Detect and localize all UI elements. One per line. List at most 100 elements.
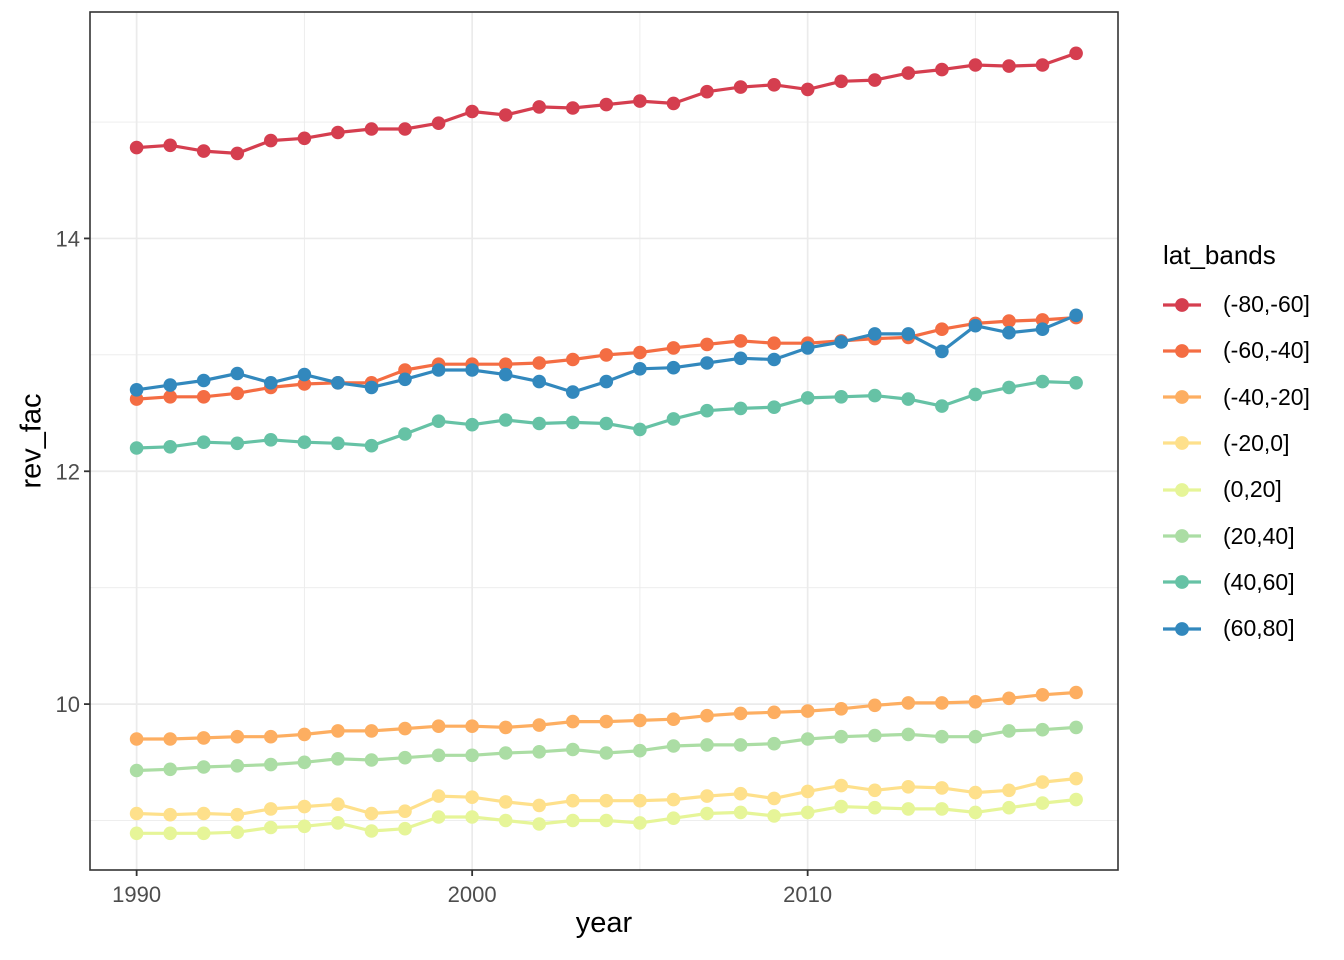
series-point [297, 367, 312, 382]
series-point [834, 74, 848, 89]
series-point [834, 335, 848, 349]
series-point [633, 793, 647, 808]
series-point [733, 805, 748, 820]
series-point [1035, 322, 1050, 337]
series-point [700, 84, 714, 99]
series-point [666, 739, 681, 753]
legend-key-dot [1175, 343, 1189, 358]
series-point [599, 793, 614, 808]
series-point [733, 334, 748, 348]
series-point [633, 362, 647, 376]
x-axis-title: year [575, 907, 633, 939]
series-point [431, 789, 446, 803]
series-3 [129, 771, 1083, 822]
series-point [532, 100, 546, 114]
series-point [935, 62, 949, 77]
series-point [297, 799, 312, 814]
series-point [196, 760, 211, 774]
legend-entry: (20,40] [1163, 521, 1295, 551]
series-point [364, 380, 379, 395]
series-point [297, 727, 312, 742]
series-point [1069, 46, 1083, 61]
series-point [700, 403, 714, 418]
series-point [935, 344, 949, 359]
series-point [1002, 59, 1016, 73]
series-point [834, 390, 848, 404]
series-point [599, 416, 614, 431]
series-point [465, 104, 479, 119]
series-point [599, 348, 614, 362]
series-point [901, 727, 916, 742]
series-point [599, 813, 614, 828]
y-axis-title: rev_fac [15, 393, 48, 489]
series-point [566, 101, 580, 115]
series-point [364, 753, 379, 767]
series-point [364, 806, 379, 821]
series-point [1035, 796, 1050, 810]
series-point [498, 746, 513, 760]
series-point [800, 805, 815, 820]
series-point [264, 376, 278, 390]
series-point [230, 146, 245, 161]
series-point [633, 743, 647, 758]
series-point [633, 345, 647, 360]
legend-key-icon [1163, 621, 1201, 636]
legend-key-icon [1163, 343, 1201, 358]
x-tick-label: 2010 [783, 882, 832, 907]
series-point [532, 356, 546, 370]
series-point [532, 416, 546, 431]
series-point [968, 387, 983, 402]
series-point [498, 367, 513, 382]
series-point [398, 804, 412, 818]
legend-label: (-80,-60] [1223, 291, 1310, 317]
series-point [264, 757, 278, 772]
series-point [331, 816, 345, 830]
series-point [700, 789, 714, 803]
series-point [230, 759, 245, 773]
series-point [666, 341, 681, 355]
series-point [800, 341, 815, 355]
series-point [364, 724, 379, 738]
series-point [532, 374, 546, 389]
series-point [532, 798, 546, 813]
series-4 [129, 792, 1083, 841]
series-point [465, 417, 479, 432]
series-point [633, 713, 647, 728]
series-point [800, 391, 815, 405]
series-point [700, 806, 714, 821]
series-point [196, 806, 211, 821]
series-2 [129, 685, 1083, 746]
series-point [431, 363, 446, 377]
series-point [532, 718, 546, 732]
series-point [868, 783, 882, 798]
series-point [935, 729, 949, 744]
legend-key-icon [1163, 297, 1201, 312]
legend-key-dot [1175, 436, 1189, 451]
legend-label: (60,80] [1223, 615, 1295, 642]
series-point [1069, 792, 1083, 807]
legend-key-icon [1163, 390, 1201, 405]
series-point [431, 810, 446, 824]
series-point [1002, 380, 1016, 395]
series-point [968, 318, 983, 333]
series-point [599, 746, 614, 760]
series-point [498, 413, 513, 427]
y-tick-label: 14 [56, 226, 80, 251]
series-point [163, 440, 177, 454]
series-point [532, 817, 546, 831]
series-point [398, 372, 412, 387]
series-point [230, 366, 245, 381]
legend-entry: (-20,0] [1163, 428, 1289, 458]
series-point [129, 732, 144, 746]
series-point [1069, 376, 1083, 390]
series-point [700, 337, 714, 352]
series-point [733, 80, 748, 94]
legend: lat_bands (-80,-60] (-60,-40] (-40,-20] (-2… [1163, 241, 1344, 661]
series-point [1002, 800, 1016, 815]
series-point [1035, 722, 1050, 737]
series-point [633, 422, 647, 437]
series-point [163, 138, 177, 153]
series-point [163, 762, 177, 777]
series-point [666, 360, 681, 375]
